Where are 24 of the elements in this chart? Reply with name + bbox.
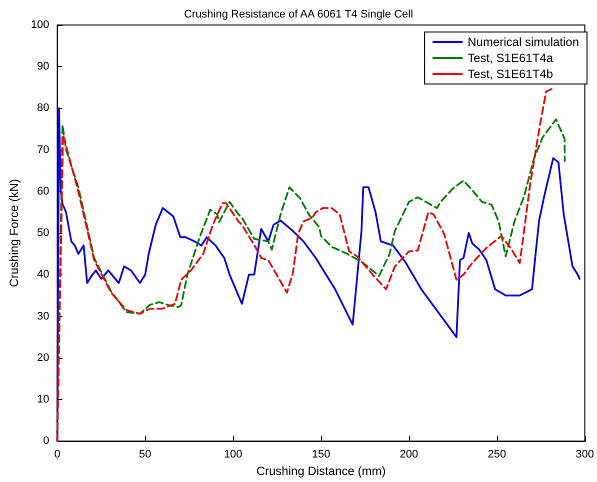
x-tick-label: 300 xyxy=(576,448,594,461)
legend-label: Test, S1E61T4a xyxy=(468,51,554,65)
y-tick-label: 90 xyxy=(37,60,50,73)
x-tick-label: 150 xyxy=(312,448,330,461)
y-tick-label: 30 xyxy=(37,310,50,322)
x-tick-label: 200 xyxy=(400,448,418,461)
x-tick-label: 100 xyxy=(224,448,242,461)
x-axis-title: Crushing Distance (mm) xyxy=(256,464,386,478)
y-axis-title: Crushing Force (kN) xyxy=(7,179,21,288)
legend-label: Numerical simulation xyxy=(468,35,580,49)
y-tick-label: 10 xyxy=(37,393,50,406)
x-tick-label: 0 xyxy=(54,448,60,461)
y-tick-label: 0 xyxy=(43,435,50,448)
x-tick-label: 50 xyxy=(139,448,152,461)
y-tick-label: 50 xyxy=(37,227,50,240)
y-tick-label: 40 xyxy=(37,268,50,281)
y-tick-label: 60 xyxy=(37,185,50,198)
y-tick-label: 80 xyxy=(37,102,50,114)
chart-title: Crushing Resistance of AA 6061 T4 Single Cell xyxy=(184,8,414,20)
x-tick-label: 250 xyxy=(488,448,506,461)
y-tick-label: 70 xyxy=(37,144,50,156)
legend-label: Test, S1E61T4b xyxy=(468,67,554,81)
y-tick-label: 20 xyxy=(37,352,50,364)
y-tick-label: 100 xyxy=(30,19,50,31)
